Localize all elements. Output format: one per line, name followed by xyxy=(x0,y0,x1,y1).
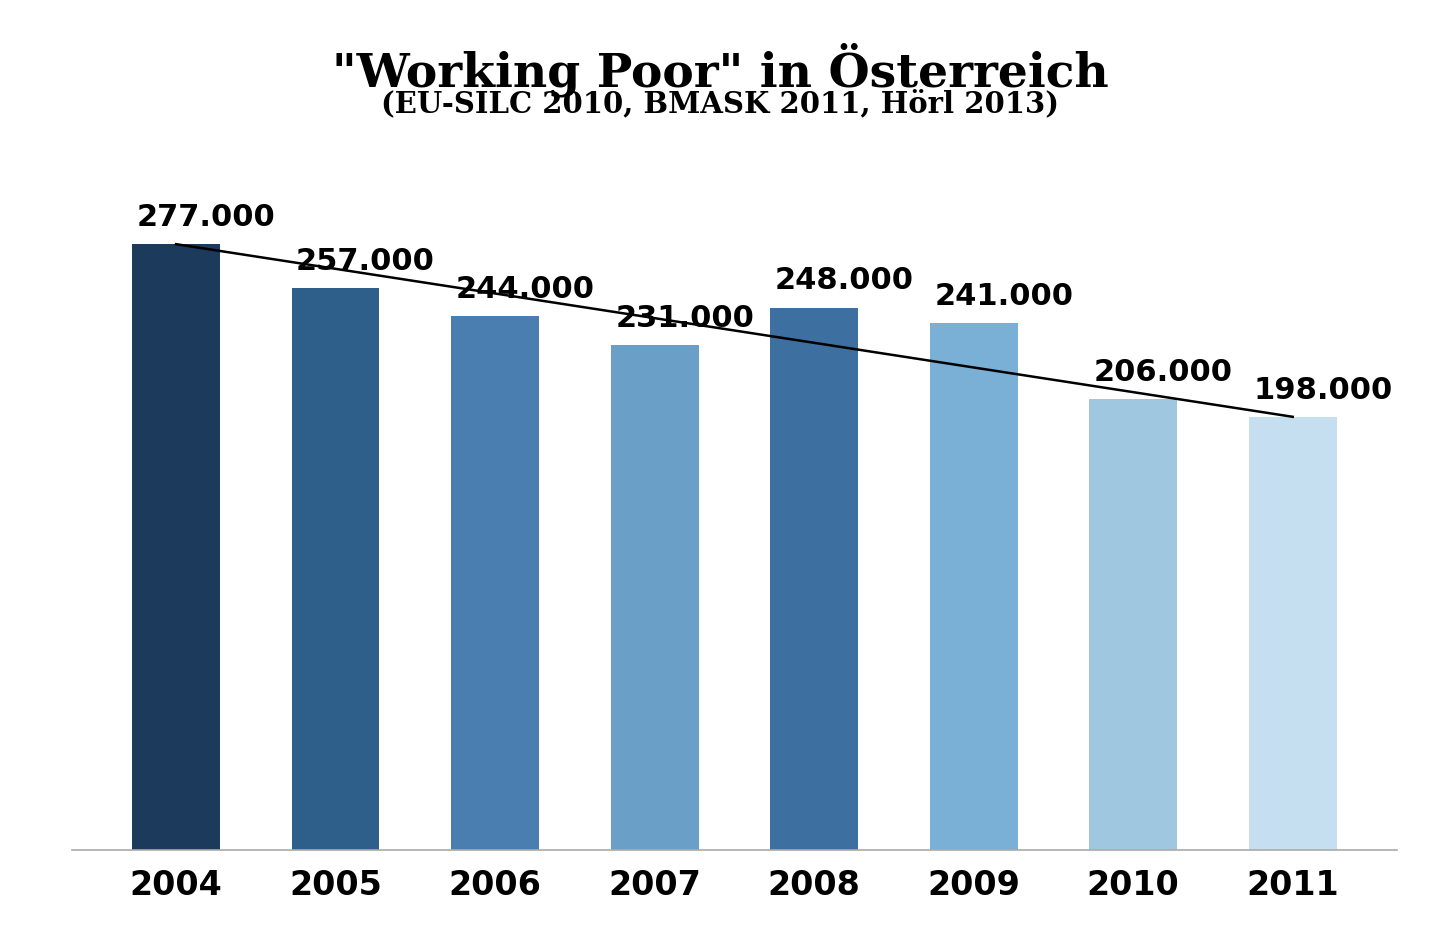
Bar xyxy=(611,346,698,850)
Bar xyxy=(1248,417,1336,850)
Text: 248.000: 248.000 xyxy=(775,266,913,295)
Bar xyxy=(292,289,380,850)
Bar xyxy=(1089,400,1176,850)
Text: 231.000: 231.000 xyxy=(615,303,755,332)
Text: 206.000: 206.000 xyxy=(1094,358,1233,387)
Text: 257.000: 257.000 xyxy=(297,246,435,276)
Bar xyxy=(930,324,1018,850)
Text: "Working Poor" in Österreich: "Working Poor" in Österreich xyxy=(331,42,1109,97)
Text: (EU-SILC 2010, BMASK 2011, Hörl 2013): (EU-SILC 2010, BMASK 2011, Hörl 2013) xyxy=(382,90,1058,119)
Text: 198.000: 198.000 xyxy=(1253,376,1392,404)
Bar xyxy=(770,308,858,850)
Bar xyxy=(132,244,220,850)
Text: 244.000: 244.000 xyxy=(455,275,595,304)
Bar xyxy=(451,317,539,850)
Text: 277.000: 277.000 xyxy=(137,203,275,232)
Text: 241.000: 241.000 xyxy=(935,281,1073,311)
